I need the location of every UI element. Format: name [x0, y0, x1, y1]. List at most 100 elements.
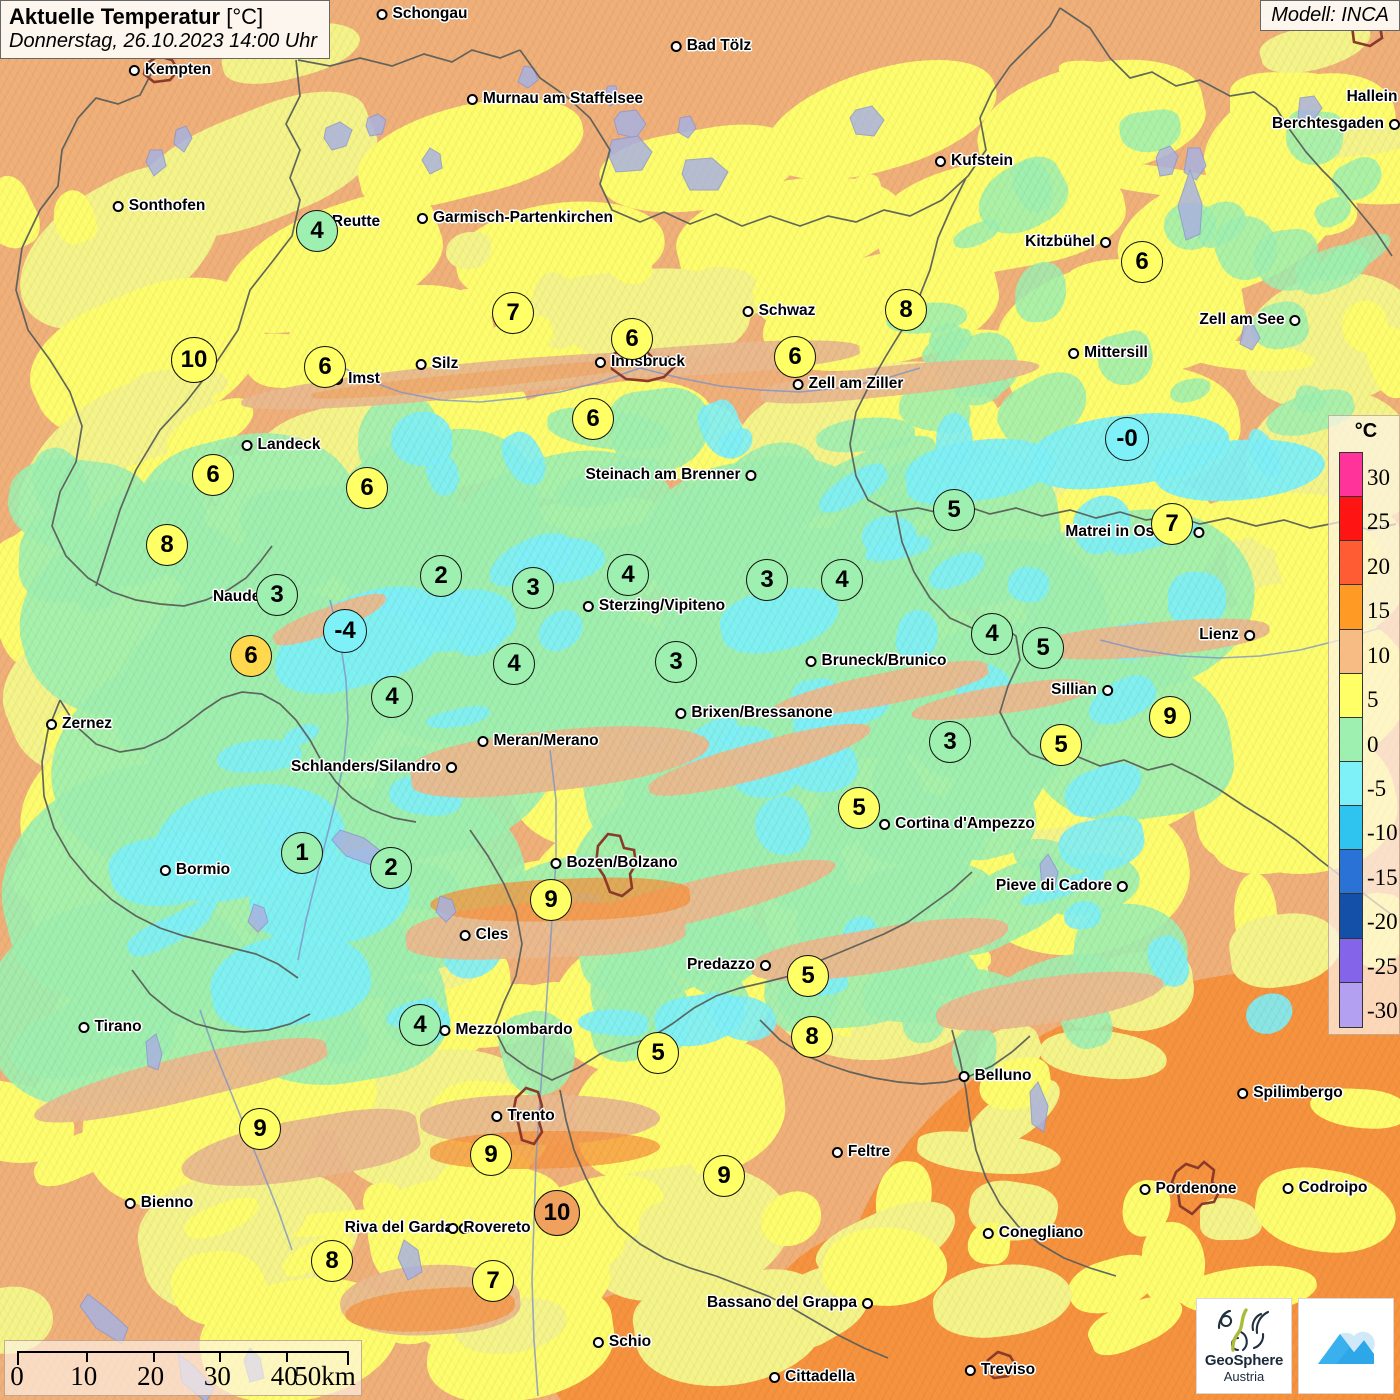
- city-marker[interactable]: Predazzo: [687, 956, 772, 974]
- city-marker[interactable]: Sterzing/Vipiteno: [582, 597, 725, 615]
- temperature-bubble[interactable]: 10: [171, 337, 217, 383]
- title-text: Aktuelle Temperatur: [9, 4, 221, 29]
- temperature-bubble[interactable]: 8: [791, 1016, 833, 1058]
- temperature-bubble[interactable]: 2: [370, 847, 412, 889]
- temperature-bubble[interactable]: 5: [787, 955, 829, 997]
- scale-bar-label: 10: [70, 1361, 98, 1391]
- city-marker[interactable]: Belluno: [958, 1067, 1031, 1085]
- city-marker[interactable]: Rovereto: [447, 1219, 531, 1237]
- temperature-bubble[interactable]: 3: [929, 721, 971, 763]
- city-marker[interactable]: Mezzolombardo: [439, 1021, 573, 1039]
- temperature-bubble[interactable]: 9: [470, 1134, 512, 1176]
- temperature-bubble[interactable]: 9: [1149, 696, 1191, 738]
- city-marker[interactable]: Berchtesgaden: [1272, 115, 1400, 133]
- city-marker[interactable]: Conegliano: [982, 1224, 1083, 1242]
- temperature-bubble[interactable]: 9: [239, 1108, 281, 1150]
- temperature-bubble[interactable]: 4: [371, 676, 413, 718]
- temperature-bubble[interactable]: 6: [192, 454, 234, 496]
- temperature-bubble[interactable]: 7: [1151, 503, 1193, 545]
- temperature-bubble[interactable]: 6: [774, 336, 816, 378]
- temperature-bubble[interactable]: 6: [611, 318, 653, 360]
- temperature-bubble[interactable]: 3: [655, 641, 697, 683]
- temperature-value: 10: [180, 346, 208, 373]
- city-marker[interactable]: Bruneck/Brunico: [805, 652, 946, 670]
- temperature-bubble[interactable]: 4: [296, 210, 338, 252]
- city-marker[interactable]: Pieve di Cadore: [996, 877, 1129, 895]
- city-marker[interactable]: Brixen/Bressanone: [675, 704, 833, 722]
- city-marker[interactable]: Bormio: [159, 861, 230, 879]
- city-marker[interactable]: Silz: [415, 355, 458, 373]
- geosphere-logo[interactable]: GeoSphere Austria: [1196, 1298, 1292, 1394]
- city-label: Garmisch-Partenkirchen: [432, 209, 614, 226]
- weather-service-logo[interactable]: [1298, 1298, 1394, 1394]
- temperature-bubble[interactable]: 8: [885, 289, 927, 331]
- city-marker[interactable]: Cles: [459, 926, 508, 944]
- temperature-bubble[interactable]: 3: [256, 574, 298, 616]
- city-marker[interactable]: Codroipo: [1282, 1179, 1367, 1197]
- city-marker[interactable]: Bassano del Grappa: [707, 1294, 873, 1312]
- temperature-bubble[interactable]: 5: [838, 787, 880, 829]
- temperature-bubble[interactable]: 7: [472, 1260, 514, 1302]
- temperature-bubble[interactable]: 5: [637, 1032, 679, 1074]
- city-marker[interactable]: Tirano: [78, 1018, 142, 1036]
- city-marker[interactable]: Schio: [592, 1333, 651, 1351]
- city-marker[interactable]: Bienno: [124, 1194, 194, 1212]
- temperature-bubble[interactable]: 5: [933, 489, 975, 531]
- temperature-bubble[interactable]: 6: [346, 467, 388, 509]
- city-marker[interactable]: Zell am Ziller: [792, 375, 903, 393]
- city-marker[interactable]: Garmisch-Partenkirchen: [416, 209, 614, 227]
- city-marker[interactable]: Kitzbühel: [1025, 233, 1111, 251]
- city-marker[interactable]: Treviso: [964, 1361, 1035, 1379]
- temperature-bubble[interactable]: 4: [493, 643, 535, 685]
- city-marker[interactable]: Bozen/Bolzano: [550, 854, 678, 872]
- temperature-bubble[interactable]: 6: [230, 635, 272, 677]
- temperature-bubble[interactable]: 3: [512, 567, 554, 609]
- city-marker[interactable]: Murnau am Staffelsee: [466, 90, 643, 108]
- city-marker[interactable]: Bad Tölz: [670, 37, 751, 55]
- city-marker[interactable]: Hallein: [1347, 88, 1400, 106]
- temperature-bubble[interactable]: 6: [304, 346, 346, 388]
- city-marker[interactable]: Kempten: [128, 61, 211, 79]
- temperature-bubble[interactable]: 8: [311, 1240, 353, 1282]
- city-marker[interactable]: Trento: [491, 1107, 555, 1125]
- temperature-bubble[interactable]: 4: [399, 1004, 441, 1046]
- city-marker[interactable]: Zell am See: [1199, 311, 1301, 329]
- city-marker[interactable]: Steinach am Brenner: [585, 466, 757, 484]
- city-marker[interactable]: Landeck: [241, 436, 320, 454]
- temperature-bubble[interactable]: 4: [821, 559, 863, 601]
- city-marker[interactable]: Sillian: [1051, 681, 1113, 699]
- temperature-bubble[interactable]: 9: [530, 879, 572, 921]
- temperature-bubble[interactable]: 10: [534, 1190, 580, 1236]
- city-marker[interactable]: Cittadella: [769, 1368, 855, 1386]
- city-marker[interactable]: Sonthofen: [112, 197, 205, 215]
- temperature-bubble[interactable]: 4: [971, 613, 1013, 655]
- city-marker[interactable]: Schongau: [376, 5, 467, 23]
- temperature-bubble[interactable]: 3: [746, 559, 788, 601]
- city-marker[interactable]: Kufstein: [935, 152, 1013, 170]
- city-marker[interactable]: Lienz: [1199, 626, 1255, 644]
- temperature-bubble[interactable]: 5: [1040, 724, 1082, 766]
- temperature-bubble[interactable]: -0: [1105, 417, 1149, 461]
- city-marker[interactable]: Schwaz: [742, 302, 815, 320]
- temperature-bubble[interactable]: 1: [281, 832, 323, 874]
- city-marker[interactable]: Cortina d'Ampezzo: [879, 815, 1035, 833]
- city-marker[interactable]: Schlanders/Silandro: [291, 758, 457, 776]
- temperature-bubble[interactable]: 5: [1022, 627, 1064, 669]
- colorbar-tick-label: 30: [1367, 464, 1390, 490]
- city-label: Bienno: [140, 1194, 194, 1211]
- temperature-bubble[interactable]: 7: [492, 292, 534, 334]
- city-marker[interactable]: Riva del Garda: [345, 1219, 470, 1237]
- city-marker[interactable]: Mittersill: [1068, 344, 1148, 362]
- temperature-bubble[interactable]: 6: [1121, 241, 1163, 283]
- temperature-bubble[interactable]: 6: [572, 398, 614, 440]
- city-marker[interactable]: Pordenone: [1139, 1180, 1236, 1198]
- city-marker[interactable]: Spilimbergo: [1237, 1084, 1343, 1102]
- city-marker[interactable]: Meran/Merano: [477, 732, 599, 750]
- temperature-bubble[interactable]: 4: [607, 554, 649, 596]
- temperature-bubble[interactable]: 8: [146, 524, 188, 566]
- city-marker[interactable]: Feltre: [831, 1143, 890, 1161]
- city-marker[interactable]: Zernez: [46, 715, 112, 733]
- temperature-bubble[interactable]: 9: [703, 1155, 745, 1197]
- temperature-bubble[interactable]: 2: [420, 555, 462, 597]
- temperature-bubble[interactable]: -4: [323, 609, 367, 653]
